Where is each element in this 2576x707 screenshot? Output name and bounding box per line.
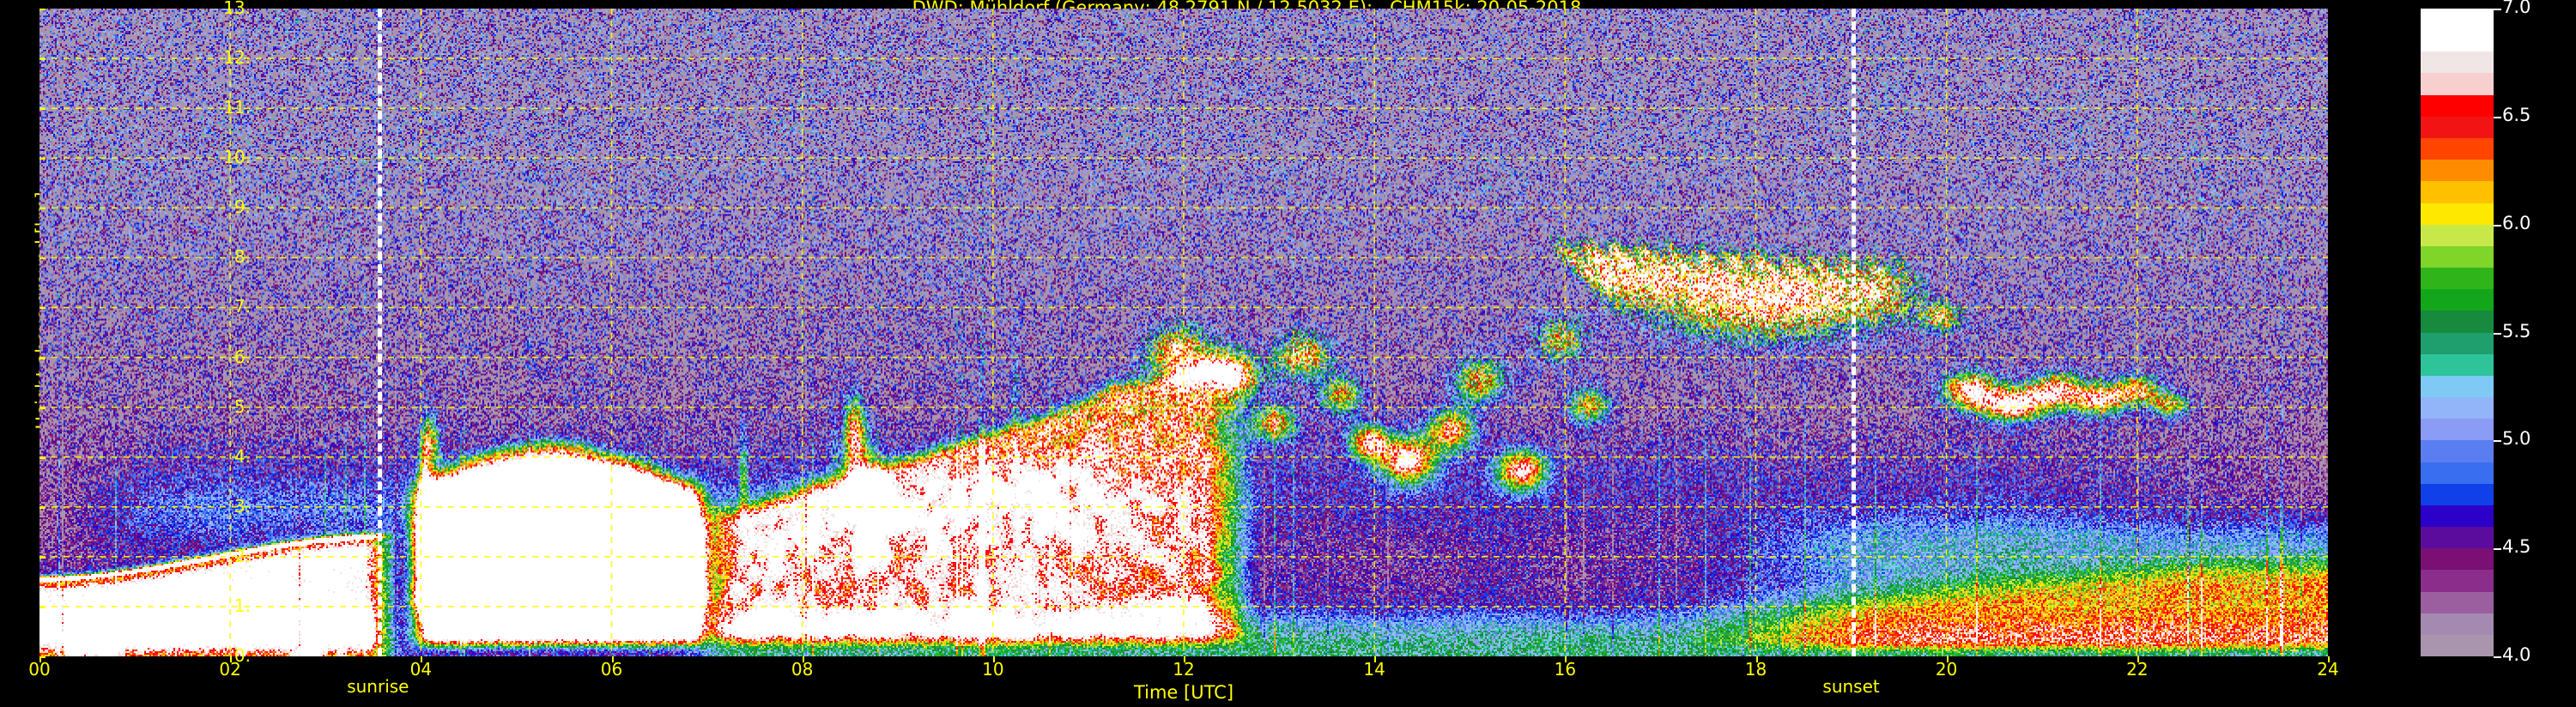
- plot-area: [39, 9, 2328, 656]
- colorbar-tick-label: 6.0: [2502, 212, 2531, 233]
- colorbar-tick-mark: [2494, 440, 2501, 443]
- colorbar-tick-mark: [2494, 224, 2501, 227]
- y-axis-tick-mark: [39, 58, 45, 61]
- y-axis-tick-mark: [39, 357, 45, 360]
- y-axis-tick-label: 5.: [233, 396, 251, 417]
- x-axis-tick-label: 10: [982, 659, 1004, 680]
- colorbar-tick-mark: [2494, 548, 2501, 551]
- x-axis-tick-mark: [421, 656, 423, 662]
- y-axis-tick-mark: [39, 556, 45, 559]
- x-axis-tick-label: 12: [1173, 659, 1195, 680]
- y-axis-tick-mark: [39, 307, 45, 310]
- x-axis-tick-label: 08: [791, 659, 814, 680]
- x-axis-tick-mark: [1565, 656, 1567, 662]
- y-axis-tick-label: 4.: [233, 445, 251, 467]
- y-axis-tick-mark: [39, 9, 45, 10]
- colorbar-tick-label: 4.5: [2502, 536, 2531, 558]
- y-axis-tick-mark: [39, 656, 45, 658]
- colorbar: [2421, 9, 2494, 656]
- y-axis-tick-mark: [39, 506, 45, 509]
- colorbar-tick-mark: [2494, 656, 2501, 658]
- y-axis-tick-label: 9.: [233, 196, 251, 218]
- y-axis-tick-label: 12.: [223, 47, 251, 69]
- x-axis-tick-label: 18: [1744, 659, 1767, 680]
- y-axis-tick-label: 1.: [233, 595, 251, 616]
- y-axis-tick-mark: [39, 158, 45, 160]
- x-axis-tick-label: 00: [28, 659, 51, 680]
- y-axis-tick-mark: [39, 108, 45, 111]
- y-axis-tick-label: 2.: [233, 545, 251, 566]
- colorbar-tick-label: 5.5: [2502, 320, 2531, 341]
- y-axis-tick-label: 11.: [223, 97, 251, 118]
- colorbar-tick-mark: [2494, 116, 2501, 118]
- colorbar-tick-label: 6.5: [2502, 104, 2531, 125]
- x-axis-tick-mark: [802, 656, 804, 662]
- colorbar-tick-label: 4.0: [2502, 644, 2531, 665]
- x-axis-tick-mark: [1374, 656, 1377, 662]
- x-axis-tick-mark: [1184, 656, 1185, 662]
- y-axis-tick-label: 3.: [233, 495, 251, 517]
- y-axis-tick-mark: [39, 208, 45, 210]
- x-axis-tick-label: 24: [2317, 659, 2339, 680]
- x-axis-tick-mark: [39, 656, 41, 662]
- colorbar-tick-mark: [2494, 9, 2501, 10]
- colorbar-gradient: [2421, 9, 2494, 656]
- event-label-sunset: sunset: [1822, 676, 1880, 697]
- colorbar-tick-mark: [2494, 332, 2501, 335]
- backscatter-heatmap: [39, 9, 2328, 656]
- y-axis-tick-mark: [39, 257, 45, 260]
- y-axis-tick-mark: [39, 606, 45, 608]
- x-axis-tick-mark: [611, 656, 614, 662]
- x-axis-tick-label: 20: [1935, 659, 1958, 680]
- x-axis-tick-mark: [1946, 656, 1949, 662]
- x-axis-tick-label: 16: [1554, 659, 1577, 680]
- y-axis-tick-mark: [39, 407, 45, 409]
- x-axis-tick-label: 02: [219, 659, 241, 680]
- colorbar-tick-label: 5.0: [2502, 428, 2531, 450]
- x-axis-tick-mark: [230, 656, 233, 662]
- x-axis-tick-mark: [1755, 656, 1758, 662]
- x-axis-tick-label: 04: [409, 659, 433, 680]
- event-label-sunrise: sunrise: [347, 676, 409, 697]
- y-axis-tick-label: 0.: [233, 645, 251, 666]
- colorbar-tick-label: 7.0: [2502, 0, 2531, 17]
- x-axis-tick-label: 14: [1363, 659, 1385, 680]
- x-axis-tick-label: 22: [2126, 659, 2149, 680]
- y-axis-tick-label: 6.: [233, 346, 251, 367]
- y-axis-tick-label: 7.: [233, 296, 251, 317]
- y-axis-tick-mark: [39, 456, 45, 459]
- x-axis-tick-mark: [2328, 656, 2330, 662]
- y-axis-tick-label: 13.: [223, 0, 251, 18]
- x-axis-tick-label: 06: [600, 659, 623, 680]
- x-axis-tick-mark: [992, 656, 995, 662]
- x-axis-label: Time [UTC]: [1133, 682, 1234, 703]
- y-axis-tick-label: 10.: [223, 147, 251, 168]
- x-axis-tick-mark: [2137, 656, 2139, 662]
- y-axis-tick-label: 8.: [233, 246, 251, 268]
